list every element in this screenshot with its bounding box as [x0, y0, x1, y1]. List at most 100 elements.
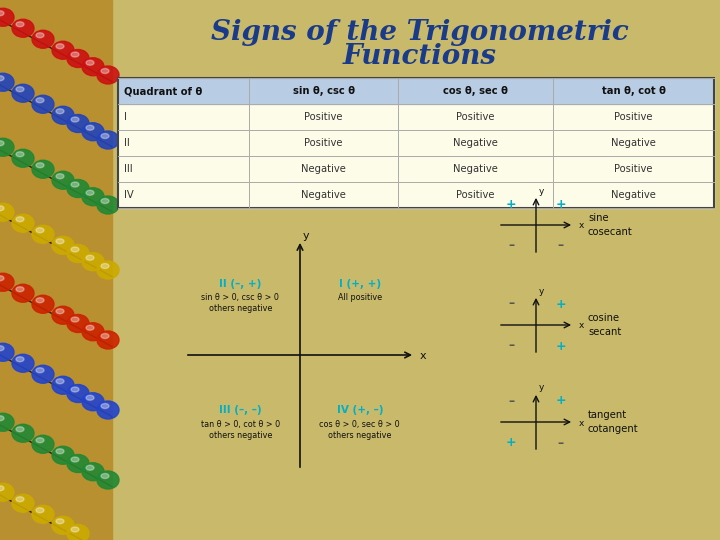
Ellipse shape — [97, 401, 119, 419]
Ellipse shape — [67, 50, 89, 68]
Ellipse shape — [0, 486, 4, 491]
Ellipse shape — [0, 343, 14, 361]
Text: –: – — [557, 436, 564, 449]
Ellipse shape — [86, 60, 94, 65]
Text: Negative: Negative — [611, 138, 656, 148]
Ellipse shape — [16, 497, 24, 502]
Ellipse shape — [86, 255, 94, 260]
Ellipse shape — [56, 109, 64, 114]
Ellipse shape — [52, 237, 74, 254]
Ellipse shape — [56, 519, 64, 524]
Ellipse shape — [56, 449, 64, 454]
Ellipse shape — [101, 334, 109, 339]
Ellipse shape — [56, 309, 64, 314]
Ellipse shape — [0, 11, 4, 16]
Ellipse shape — [101, 69, 109, 73]
Text: I (+, +): I (+, +) — [338, 279, 381, 289]
Text: x: x — [579, 418, 585, 428]
Text: others negative: others negative — [209, 431, 272, 440]
Text: –: – — [557, 240, 564, 253]
Ellipse shape — [36, 163, 44, 168]
Text: +: + — [555, 340, 566, 353]
Text: IV: IV — [124, 190, 134, 200]
Ellipse shape — [97, 196, 119, 214]
Ellipse shape — [86, 395, 94, 400]
Text: Positive: Positive — [305, 112, 343, 122]
Bar — [0, 0, 112, 540]
Ellipse shape — [16, 357, 24, 362]
Ellipse shape — [0, 141, 4, 146]
Text: others negative: others negative — [328, 431, 392, 440]
Ellipse shape — [0, 483, 14, 501]
Ellipse shape — [12, 284, 34, 302]
Ellipse shape — [16, 152, 24, 157]
Ellipse shape — [71, 457, 79, 462]
Text: I: I — [124, 112, 127, 122]
Text: Negative: Negative — [301, 164, 346, 174]
Text: cosine
secant: cosine secant — [588, 313, 621, 336]
Text: –: – — [508, 395, 514, 408]
Ellipse shape — [0, 413, 14, 431]
Text: Positive: Positive — [456, 112, 495, 122]
Ellipse shape — [67, 314, 89, 333]
Text: Positive: Positive — [614, 164, 653, 174]
Text: III (–, –): III (–, –) — [219, 405, 261, 415]
Ellipse shape — [32, 30, 54, 48]
Ellipse shape — [16, 22, 24, 27]
Text: –: – — [508, 340, 514, 353]
Text: others negative: others negative — [209, 304, 272, 313]
Ellipse shape — [86, 190, 94, 195]
Text: y: y — [539, 383, 544, 393]
Bar — [118, 78, 714, 208]
Text: +: + — [555, 298, 566, 310]
Ellipse shape — [86, 465, 94, 470]
Ellipse shape — [97, 131, 119, 149]
Ellipse shape — [36, 228, 44, 233]
Ellipse shape — [67, 114, 89, 132]
Ellipse shape — [97, 331, 119, 349]
Ellipse shape — [71, 117, 79, 122]
Text: sin θ > 0, csc θ > 0: sin θ > 0, csc θ > 0 — [202, 293, 279, 302]
Ellipse shape — [67, 245, 89, 262]
Text: II (–, +): II (–, +) — [219, 279, 261, 289]
Text: x: x — [579, 321, 585, 330]
Ellipse shape — [0, 276, 4, 281]
Ellipse shape — [67, 524, 89, 540]
Ellipse shape — [0, 138, 14, 156]
Ellipse shape — [71, 182, 79, 187]
Ellipse shape — [32, 365, 54, 383]
Text: Positive: Positive — [614, 112, 653, 122]
Ellipse shape — [0, 8, 14, 26]
Text: y: y — [303, 231, 310, 241]
Ellipse shape — [12, 424, 34, 442]
Ellipse shape — [101, 403, 109, 408]
Bar — [118, 78, 714, 208]
Text: Quadrant of θ: Quadrant of θ — [124, 86, 202, 96]
Ellipse shape — [0, 346, 4, 351]
Ellipse shape — [12, 354, 34, 372]
Text: +: + — [506, 436, 517, 449]
Text: y: y — [539, 186, 544, 195]
Ellipse shape — [16, 287, 24, 292]
Ellipse shape — [36, 368, 44, 373]
Ellipse shape — [52, 106, 74, 124]
Ellipse shape — [36, 508, 44, 513]
Text: sin θ, csc θ: sin θ, csc θ — [292, 86, 355, 96]
Text: II: II — [124, 138, 130, 148]
Ellipse shape — [16, 427, 24, 432]
Ellipse shape — [56, 379, 64, 384]
Ellipse shape — [32, 225, 54, 243]
Text: All positive: All positive — [338, 293, 382, 302]
Text: sine
cosecant: sine cosecant — [588, 213, 633, 237]
Ellipse shape — [82, 58, 104, 76]
Ellipse shape — [32, 435, 54, 453]
Text: +: + — [555, 198, 566, 211]
Ellipse shape — [12, 19, 34, 37]
Text: Signs of the Trigonometric: Signs of the Trigonometric — [211, 18, 629, 45]
Ellipse shape — [32, 160, 54, 178]
Ellipse shape — [97, 471, 119, 489]
Ellipse shape — [67, 179, 89, 198]
Ellipse shape — [52, 376, 74, 394]
Ellipse shape — [82, 323, 104, 341]
Ellipse shape — [32, 95, 54, 113]
